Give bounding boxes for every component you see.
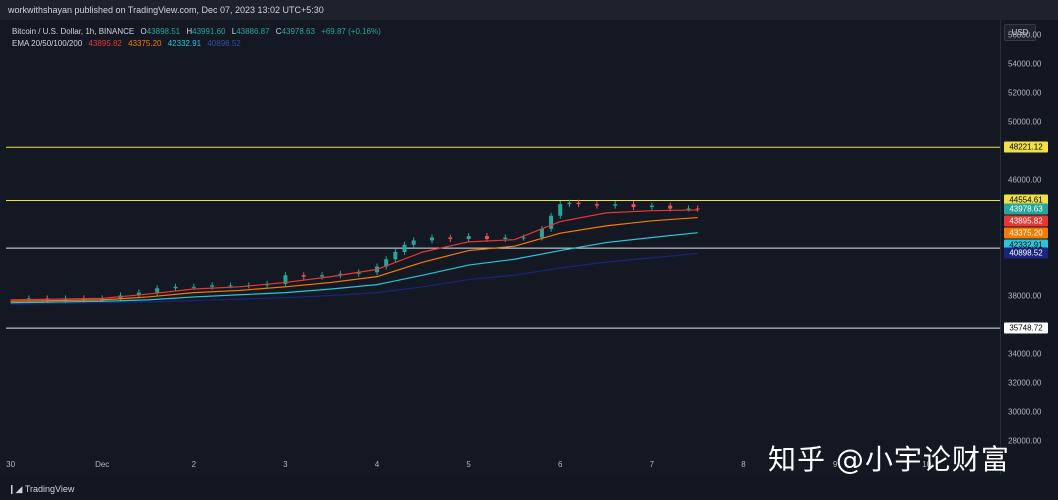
candle-body-18 — [338, 273, 343, 276]
open-value: 43898.51 — [146, 27, 181, 36]
watermark: 知乎 @小宇论财富 — [768, 443, 1010, 476]
x-tick-label: 4 — [374, 460, 380, 469]
chart-legend: Bitcoin / U.S. Dollar, 1h, BINANCE O4389… — [12, 26, 385, 50]
high-label: H — [186, 27, 193, 36]
y-tick-label: 30000.00 — [1008, 407, 1042, 416]
candle-body-28 — [484, 236, 489, 239]
symbol-name[interactable]: Bitcoin / U.S. Dollar, 1h, BINANCE — [12, 27, 135, 36]
series-line-ema-50 — [10, 216, 698, 302]
candle-body-24 — [411, 240, 416, 245]
candle-body-39 — [649, 205, 654, 208]
close-value: 43978.63 — [281, 27, 315, 36]
candle-body-10 — [191, 286, 196, 288]
candle-body-15 — [283, 275, 288, 284]
ema50-value: 43375.20 — [128, 39, 162, 48]
ema20-value: 43895.82 — [88, 39, 122, 48]
x-tick-label: 7 — [649, 460, 655, 469]
x-tick-label: Dec — [95, 460, 110, 469]
candle-body-21 — [384, 259, 389, 267]
level-price-tag: 48221.12 — [1004, 141, 1048, 153]
candle-body-29 — [503, 237, 508, 239]
candle-body-32 — [549, 215, 554, 229]
y-tick-label: 38000.00 — [1008, 291, 1042, 300]
y-tick-label: 52000.00 — [1008, 88, 1042, 97]
candle-body-23 — [402, 244, 407, 252]
x-tick-label: 6 — [558, 460, 563, 469]
ema100-value: 42332.91 — [167, 39, 202, 48]
level-price-tag: 44554.61 — [1004, 194, 1048, 206]
candle-body-36 — [594, 204, 599, 206]
change-value: +69.87 (+0.16%) — [321, 27, 381, 36]
candle-body-38 — [631, 204, 636, 208]
ema-row: EMA 20/50/100/200 43895.82 43375.20 4233… — [12, 38, 385, 50]
candle-body-22 — [393, 252, 398, 260]
candle-body-33 — [558, 204, 563, 216]
candle-body-8 — [155, 288, 160, 293]
y-tick-label: 32000.00 — [1008, 378, 1042, 387]
footer-brand[interactable]: TradingView — [24, 484, 75, 494]
candle-body-5 — [100, 298, 105, 300]
candle-body-25 — [430, 237, 434, 241]
close-label: C — [275, 27, 282, 36]
candle-body-35 — [576, 202, 581, 205]
series-line-ema-200 — [10, 252, 698, 305]
low-label: L — [231, 27, 237, 36]
ema-label[interactable]: EMA 20/50/100/200 — [12, 39, 83, 48]
candle-body-1 — [26, 298, 31, 300]
open-label: O — [140, 27, 147, 36]
high-value: 43991.60 — [192, 27, 226, 36]
indicator-price-tag: 43375.20 — [1004, 227, 1048, 239]
y-tick-label: 28000.00 — [1008, 436, 1042, 445]
low-value: 43886.87 — [236, 27, 270, 36]
x-tick-label: 2 — [191, 460, 197, 469]
candle-body-40 — [668, 205, 673, 209]
candle-body-16 — [301, 275, 306, 277]
x-tick-label: 10 — [922, 460, 932, 469]
publish-header: workwithshayan published on TradingView.… — [0, 0, 1058, 20]
ema200-value: 40898.52 — [207, 39, 241, 48]
candle-body-11 — [210, 285, 215, 287]
candle-body-30 — [521, 237, 526, 239]
y-tick-label: 56000.00 — [1008, 30, 1042, 39]
candle-body-27 — [466, 236, 471, 239]
candle-body-17 — [320, 275, 325, 277]
x-tick-label: 8 — [741, 460, 746, 469]
indicator-price-tag: 42332.91 — [1004, 239, 1048, 251]
x-tick-label: 5 — [466, 460, 471, 469]
x-tick-label: 3 — [283, 460, 288, 469]
publish-header-text: workwithshayan published on TradingView.… — [8, 5, 324, 15]
series-line-ema-20 — [10, 209, 698, 301]
level-price-tag: 35748.72 — [1004, 322, 1048, 334]
indicator-price-tag: 43895.82 — [1004, 215, 1048, 227]
candle-body-26 — [448, 237, 453, 239]
indicator-price-tag: 40898.52 — [1004, 247, 1048, 259]
candle-body-37 — [613, 204, 618, 206]
ohlc-row: Bitcoin / U.S. Dollar, 1h, BINANCE O4389… — [12, 26, 385, 38]
x-tick-label: 30 — [6, 460, 16, 469]
series-line-ema-100 — [10, 232, 698, 304]
y-tick-label: 46000.00 — [1008, 175, 1042, 184]
x-tick-label: 9 — [832, 460, 838, 469]
indicator-price-tag: 43978.63 — [1004, 203, 1048, 215]
candle-body-7 — [136, 292, 141, 296]
candle-body-19 — [356, 272, 361, 274]
currency-button[interactable]: USD — [1004, 24, 1036, 41]
candle-body-41 — [686, 208, 691, 210]
candle-body-42 — [695, 208, 700, 210]
candle-body-34 — [567, 202, 572, 205]
y-tick-label: 34000.00 — [1008, 349, 1042, 358]
footer-bar: ❙◢ TradingView — [0, 478, 1058, 500]
candle-body-12 — [228, 285, 233, 287]
candle-body-9 — [173, 286, 178, 289]
y-tick-label: 50000.00 — [1008, 117, 1042, 126]
y-tick-label: 54000.00 — [1008, 59, 1042, 68]
tradingview-logo-icon[interactable]: ❙◢ — [8, 484, 23, 494]
candle-body-31 — [539, 228, 544, 238]
